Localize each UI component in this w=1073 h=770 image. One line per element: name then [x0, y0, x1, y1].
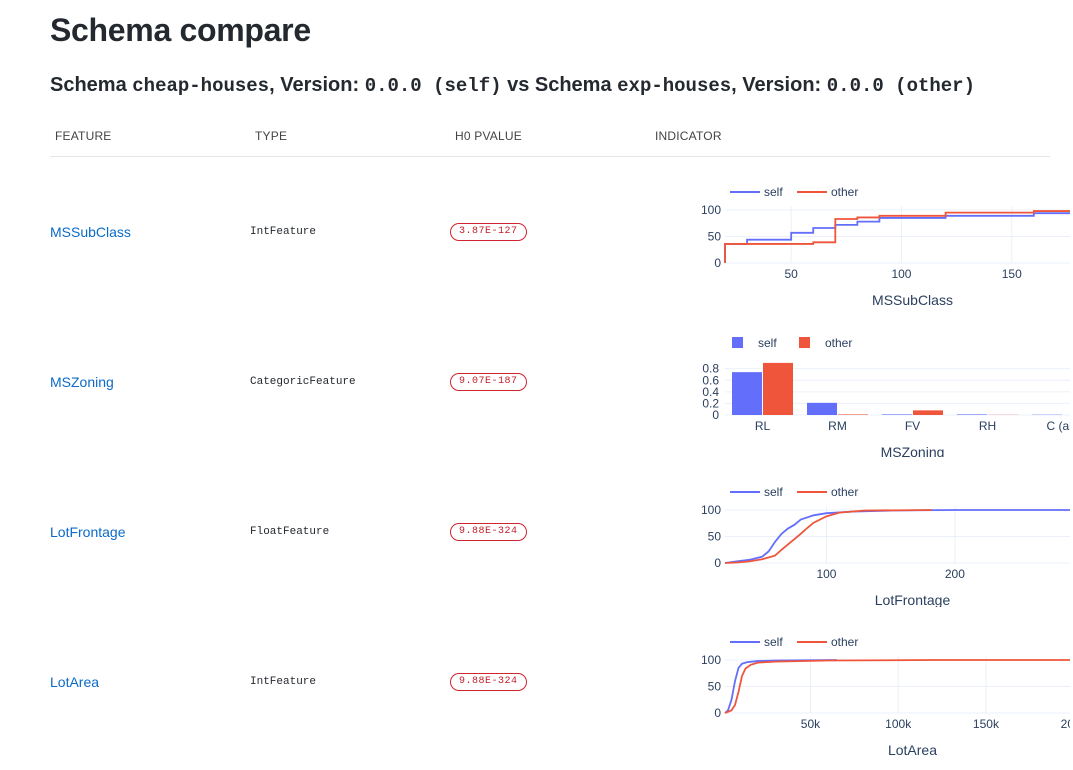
pvalue-badge: 9.88E-324 — [450, 673, 527, 691]
feature-link-mssubclass[interactable]: MSSubClass — [50, 224, 131, 240]
other-schema-name: exp-houses — [617, 75, 732, 97]
x-tick-label: 100 — [891, 267, 911, 281]
header-indicator: INDICATOR — [655, 129, 722, 143]
y-tick-label: 50 — [708, 680, 722, 694]
table-row: MSZoning CategoricFeature 9.07E-187 self… — [50, 307, 1070, 457]
legend-label-self: self — [764, 635, 783, 649]
series-line-other — [724, 659, 1070, 714]
legend-label-other: other — [825, 336, 852, 350]
y-tick-label: 0 — [714, 256, 721, 270]
y-tick-label: 50 — [708, 230, 722, 244]
legend-label-self: self — [764, 485, 783, 499]
legend-label-other: other — [831, 485, 858, 499]
self-version: 0.0.0 (self) — [364, 75, 502, 97]
legend-label-self: self — [758, 336, 777, 350]
bar-other-fv — [913, 410, 943, 415]
y-tick-label: 0 — [714, 706, 721, 720]
x-axis-title: LotArea — [888, 742, 937, 757]
x-tick-label: 150 — [1002, 267, 1022, 281]
header-pvalue: H0 PVALUE — [455, 129, 522, 143]
x-axis-title: MSSubClass — [872, 292, 953, 307]
x-tick-label: 100 — [816, 567, 836, 581]
subtitle-version-label-2: , Version: — [731, 74, 827, 96]
indicator-chart-lotfrontage[interactable]: selfother100200300050100LotFrontage — [650, 457, 1070, 607]
y-tick-label: 100 — [701, 203, 721, 217]
y-tick-label: 0.2 — [702, 396, 719, 410]
indicator-chart-lotarea[interactable]: self other 50k 100k 150k 200k 0 50 100 LotArea — [650, 607, 1070, 757]
series-line-self — [724, 212, 1070, 263]
legend-label-other: other — [831, 635, 858, 649]
feature-type: CategoricFeature — [250, 376, 356, 388]
other-version: 0.0.0 (other) — [826, 75, 975, 97]
indicator-chart-mssubclass[interactable]: self other 50 100 150 0 50 100 MSSubClass — [650, 157, 1070, 307]
bar-self-rl — [732, 372, 762, 415]
page-title: Schema compare — [50, 12, 311, 48]
y-tick-label: 100 — [701, 503, 721, 517]
legend-swatch-self — [732, 337, 743, 348]
indicator-chart-mszoning[interactable]: self other 00.20.40.60.8 RL RM FV RH C (all) MSZ… — [650, 307, 1070, 457]
x-tick-label: RM — [828, 419, 847, 433]
feature-link-mszoning[interactable]: MSZoning — [50, 374, 114, 390]
schema-comparison-subtitle: Schema cheap-houses, Version: 0.0.0 (sel… — [50, 72, 975, 99]
table-row: MSSubClass IntFeature 3.87E-127 self othe… — [50, 157, 1070, 307]
y-tick-label: 0.6 — [702, 373, 719, 387]
series-line-self — [724, 659, 837, 714]
y-tick-label: 100 — [701, 653, 721, 667]
series-line-other — [724, 509, 932, 564]
x-axis-title: LotFrontage — [875, 592, 951, 607]
legend-label-self: self — [764, 185, 783, 199]
y-tick-label: 0.4 — [702, 385, 719, 399]
table-header: FEATURE TYPE H0 PVALUE INDICATOR — [50, 126, 1050, 157]
feature-type: FloatFeature — [250, 526, 330, 538]
feature-type: IntFeature — [250, 226, 317, 238]
pvalue-badge: 9.07E-187 — [450, 373, 527, 391]
x-tick-label: RH — [979, 419, 996, 433]
bar-self-rm — [807, 402, 837, 415]
bar-other-rl — [763, 362, 793, 415]
x-tick-label: 50 — [784, 267, 798, 281]
subtitle-prefix: Schema — [50, 74, 133, 96]
x-tick-label: FV — [905, 419, 920, 433]
pvalue-badge: 9.88E-324 — [450, 523, 527, 541]
subtitle-version-label-1: , Version: — [269, 74, 365, 96]
y-tick-label: 0 — [712, 408, 719, 422]
x-tick-label: RL — [755, 419, 771, 433]
subtitle-vs: vs Schema — [501, 74, 618, 96]
x-tick-label: 200k — [1061, 717, 1070, 731]
x-tick-label: 200 — [945, 567, 965, 581]
pvalue-badge: 3.87E-127 — [450, 223, 527, 241]
feature-link-lotarea[interactable]: LotArea — [50, 674, 100, 690]
self-schema-name: cheap-houses — [132, 75, 270, 97]
feature-link-lotfrontage[interactable]: LotFrontage — [50, 524, 126, 540]
bar-self-rh — [957, 414, 987, 415]
y-tick-label: 50 — [708, 530, 722, 544]
bar-other-rm — [838, 414, 868, 415]
y-tick-label: 0.8 — [702, 362, 719, 376]
feature-type: IntFeature — [250, 676, 317, 688]
x-tick-label: 150k — [973, 717, 1000, 731]
x-axis-title: MSZoning — [881, 444, 945, 457]
legend-label-other: other — [831, 185, 858, 199]
x-tick-label: 50k — [801, 717, 821, 731]
header-type: TYPE — [255, 129, 288, 143]
table-row: LotArea IntFeature 9.88E-324 self other 50… — [50, 607, 1070, 757]
x-tick-label: C (all) — [1047, 419, 1071, 433]
table-row: LotFrontage FloatFeature 9.88E-324 self o… — [50, 457, 1070, 607]
y-tick-label: 0 — [714, 556, 721, 570]
legend-swatch-other — [799, 337, 810, 348]
x-tick-label: 100k — [885, 717, 912, 731]
series-line-other — [724, 210, 1070, 263]
header-feature: FEATURE — [55, 129, 112, 143]
bar-self-fv — [882, 414, 912, 415]
